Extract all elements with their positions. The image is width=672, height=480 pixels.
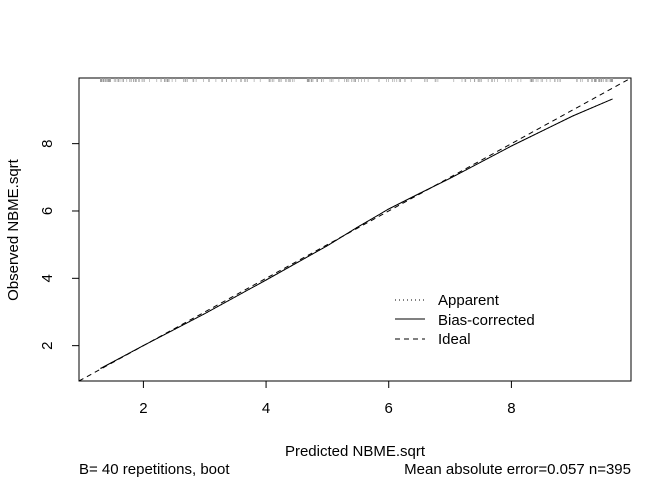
rug-marks	[100, 78, 613, 82]
plot-frame	[78, 77, 632, 382]
y-tick-label: 6	[39, 207, 56, 215]
legend-label-ideal: Ideal	[438, 331, 471, 348]
footer-right-note: Mean absolute error=0.057 n=395	[404, 461, 631, 478]
legend-label-apparent: Apparent	[438, 292, 500, 309]
x-axis: 2 4 6 8	[139, 381, 516, 417]
x-tick-label: 2	[139, 400, 147, 417]
y-tick-label: 4	[39, 274, 56, 282]
y-axis: 2 4 6 8	[39, 139, 79, 350]
series-line-ideal	[78, 77, 632, 382]
x-tick-label: 6	[385, 400, 393, 417]
footer-left-note: B= 40 repetitions, boot	[79, 461, 230, 478]
legend-label-bias-corrected: Bias-corrected	[438, 312, 535, 329]
series-layer	[78, 77, 632, 382]
series-line-bias-corrected	[100, 98, 613, 369]
x-axis-label: Predicted NBME.sqrt	[285, 443, 426, 460]
y-tick-label: 8	[39, 139, 56, 147]
y-axis-label: Observed NBME.sqrt	[5, 158, 22, 301]
x-tick-label: 4	[262, 400, 270, 417]
y-tick-label: 2	[39, 341, 56, 349]
x-tick-label: 8	[507, 400, 515, 417]
legend: Apparent Bias-corrected Ideal	[395, 292, 535, 348]
